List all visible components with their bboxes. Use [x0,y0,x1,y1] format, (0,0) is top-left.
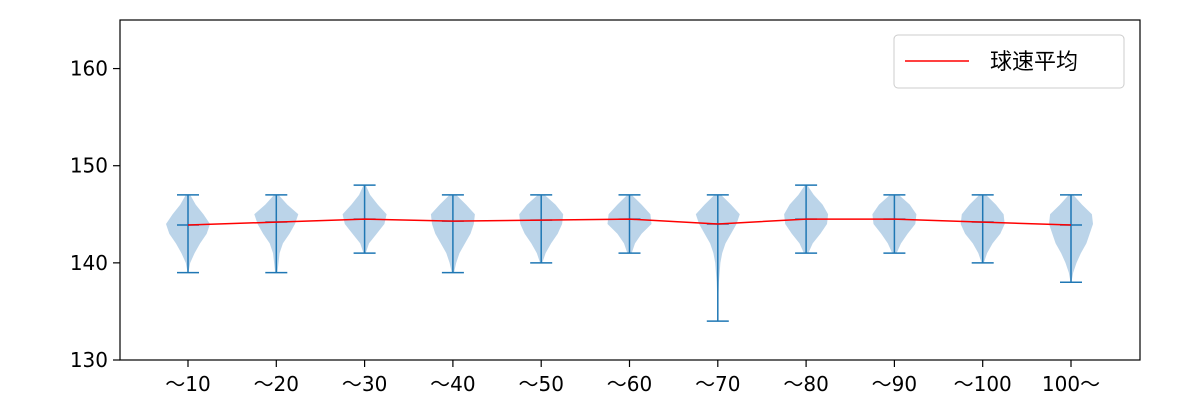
x-tick-label: ～50 [518,372,563,396]
x-tick-label: ～40 [430,372,475,396]
x-tick-label: ～70 [695,372,740,396]
x-tick-label: ～20 [254,372,299,396]
x-tick-label: ～80 [783,372,828,396]
x-tick-label: 100～ [1042,372,1100,396]
x-tick-label: ～30 [342,372,387,396]
mean-line [187,218,1072,226]
x-tick-label: ～10 [165,372,210,396]
whiskers-group [177,184,1082,322]
y-tick-label: 150 [70,154,108,178]
y-tick-label: 140 [70,251,108,275]
x-tick-label: ～100 [954,372,1012,396]
x-tick-label: ～90 [872,372,917,396]
legend-box [893,34,1125,89]
legend-label: 球速平均 [990,50,1078,75]
y-tick-label: 160 [70,57,108,81]
x-tick-label: ～60 [607,372,652,396]
y-axis: 130 140 150 160 [70,57,120,372]
x-axis: ～10 ～20 ～30 ～40 ～50 ～60 ～70 ～80 ～90 ～100 100～ [165,360,1100,396]
legend: 球速平均 [893,34,1125,89]
y-tick-label: 130 [70,348,108,372]
